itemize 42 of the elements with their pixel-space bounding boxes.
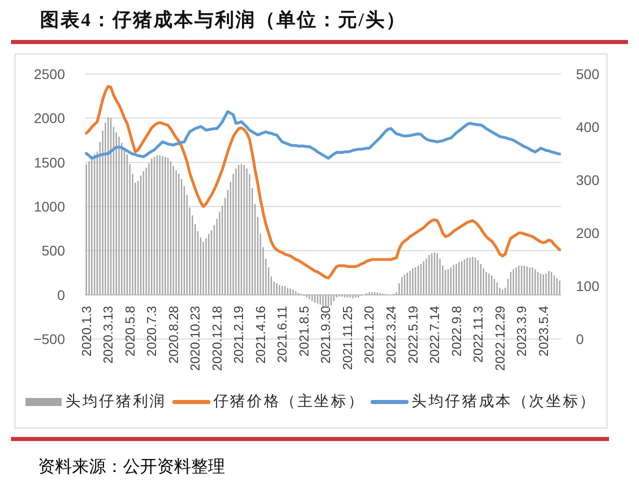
y-tick-label: 2000 [34, 110, 66, 126]
y2-tick-label: 0 [576, 331, 584, 347]
x-tick-label: 2022.11.3 [470, 306, 486, 363]
y-tick-label: 2500 [34, 66, 66, 82]
x-tick-label: 2022.7.14 [427, 306, 442, 364]
x-tick-label: 2021.9.30 [318, 306, 334, 364]
x-tick-label: 2021.2.19 [231, 306, 246, 364]
y2-tick-label: 400 [576, 119, 600, 135]
text: 资料来源：公开资料整理 [38, 457, 225, 476]
y2-tick-label: 100 [576, 278, 600, 294]
x-tick-label: 2020.5.8 [122, 306, 138, 356]
legend-label: 头均仔猪成本（次坐标） [412, 393, 596, 410]
y-tick-label: 500 [42, 242, 66, 259]
y2-tick-label: 300 [576, 172, 600, 188]
chart-title: 图表4：仔猪成本与利润（单位：元/头） [40, 9, 406, 31]
y2-tick-label: 200 [576, 225, 600, 241]
x-tick-label: 2021.11.25 [340, 306, 355, 370]
y-tick-label: 0 [57, 286, 66, 303]
y-tick-label: 1000 [34, 198, 66, 214]
x-tick-label: 2022.1.20 [362, 306, 377, 364]
x-tick-label: 2021.4.16 [252, 306, 268, 364]
x-tick-label: 2020.10.23 [188, 306, 203, 371]
legend-label: 仔猪价格（主坐标） [213, 393, 365, 410]
x-tick-label: 2023.5.4 [536, 306, 551, 356]
x-tick-label: 2021.8.5 [296, 306, 312, 356]
x-tick-label: 2022.9.8 [448, 306, 464, 356]
x-tick-label: 2020.3.13 [100, 306, 116, 364]
x-tick-label: 2020.1.3 [78, 306, 94, 356]
legend-label: 头均仔猪利润 [66, 393, 166, 410]
line-series [84, 110, 562, 160]
x-tick-label: 2022.12.29 [492, 306, 508, 371]
x-tick-label: 2021.6.11 [274, 306, 290, 363]
x-tick-label: 2022.5.19 [405, 306, 420, 364]
x-tick-label: 2023.3.9 [514, 306, 530, 356]
x-tick-label: 2020.12.18 [209, 306, 224, 371]
y-tick-label: −500 [33, 331, 66, 347]
x-tick-label: 2020.8.28 [166, 306, 181, 364]
y2-tick-label: 500 [576, 66, 600, 82]
x-tick-label: 2022.3.24 [384, 306, 398, 364]
line-series [84, 84, 562, 280]
x-tick-label: 2020.7.3 [144, 306, 160, 356]
y-tick-label: 1500 [34, 154, 66, 170]
